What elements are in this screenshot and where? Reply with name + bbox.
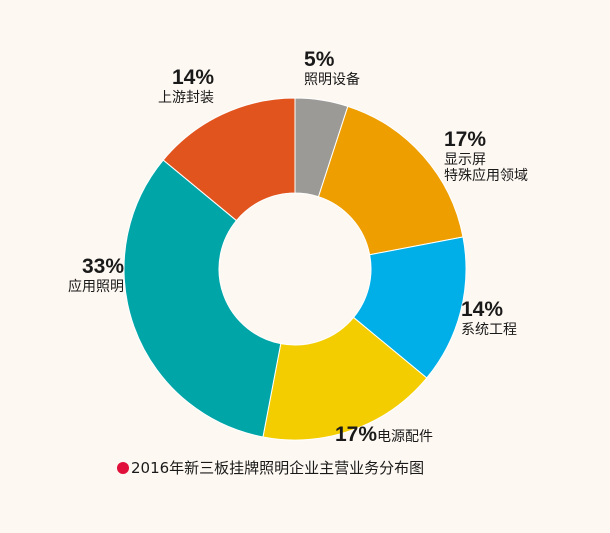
- slice-name: 电源配件: [377, 429, 434, 445]
- chart-caption: 2016年新三板挂牌照明企业主营业务分布图: [117, 457, 424, 478]
- slice-name: 照明设备: [304, 72, 360, 89]
- slice-percent: 17: [444, 128, 528, 152]
- slice-name: 上游封装: [158, 90, 214, 107]
- chart-title: 2016年新三板挂牌照明企业主营业务分布图: [131, 459, 425, 477]
- slice-label-system-engineering: 14 系统工程: [461, 298, 517, 338]
- slice-label-display: 17 显示屏 特殊应用领域: [444, 128, 528, 184]
- slice-name: 显示屏: [444, 152, 486, 169]
- slice-percent: 14: [461, 298, 517, 322]
- slice-label-lighting-equipment: 5 照明设备: [304, 48, 360, 88]
- donut-slice-3: [262, 316, 428, 441]
- donut-slice-5: [162, 97, 296, 222]
- slice-percent: 33: [40, 255, 124, 279]
- slice-name: 系统工程: [461, 322, 517, 339]
- slice-label-application-lighting: 33 应用照明: [40, 255, 124, 295]
- slice-name: 特殊应用领域: [444, 168, 528, 185]
- slice-label-power-accessories: 17 电源配件: [335, 423, 433, 447]
- slice-percent: 17: [335, 423, 377, 447]
- donut-slice-4: [123, 159, 282, 438]
- slice-percent: 5: [304, 48, 360, 72]
- slice-name: 应用照明: [68, 279, 124, 296]
- donut-slice-1: [317, 105, 464, 256]
- slice-percent: 14: [130, 66, 214, 90]
- bullet-dot-icon: [117, 461, 129, 474]
- slice-label-upstream-packaging: 14 上游封装: [130, 66, 214, 106]
